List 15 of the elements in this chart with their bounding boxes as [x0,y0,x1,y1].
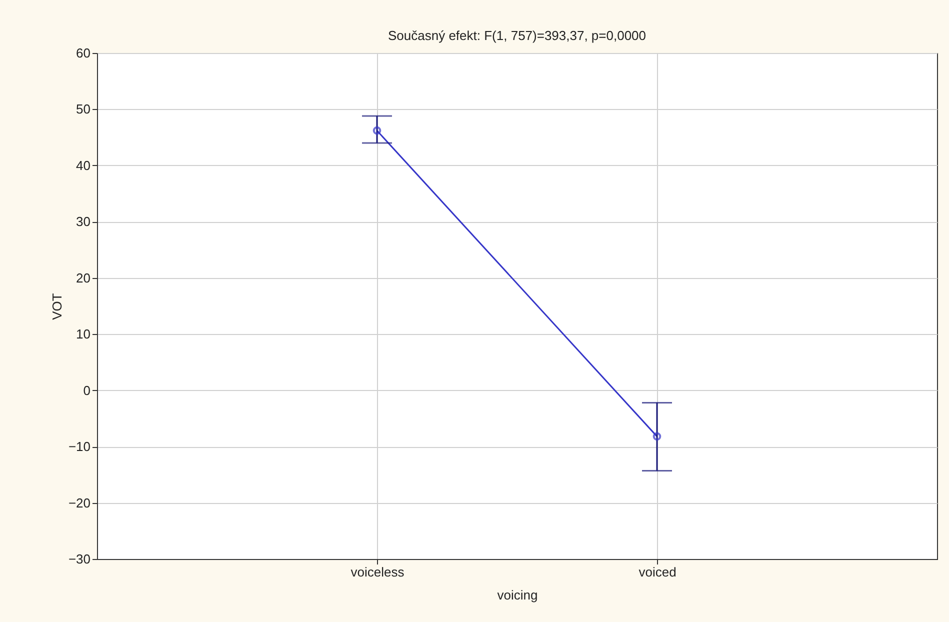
y-axis-title: VOT [49,293,64,320]
y-tick-label: 30 [76,214,90,230]
y-tick-label: −30 [68,552,90,566]
y-tick-label: −10 [68,439,90,454]
chart-title: Současný efekt: F(1, 757)=393,37, p=0,0000 [388,28,646,43]
x-tick-label: voiced [638,564,676,580]
y-tick-label: 10 [76,326,90,342]
y-tick-label: 20 [76,270,90,286]
y-tick-label: 40 [76,158,90,173]
x-axis-title: voicing [497,588,538,602]
x-tick-label: voiceless [350,564,405,580]
y-tick-label: 50 [76,102,90,117]
y-tick-label: 0 [83,382,90,398]
y-tick-label: 60 [76,46,90,60]
y-tick-label: −20 [68,495,90,510]
